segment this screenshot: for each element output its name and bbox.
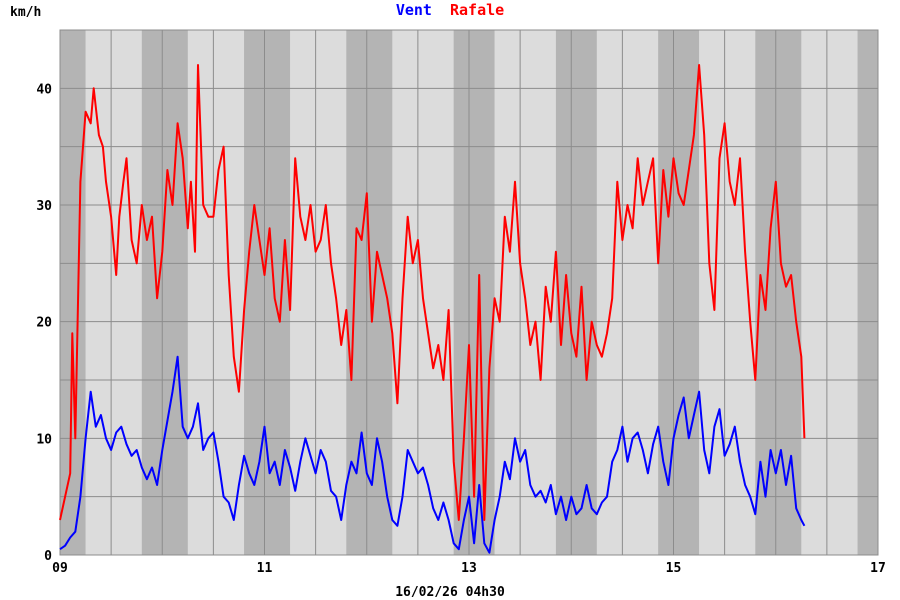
night-band [857, 30, 878, 555]
legend-series-0: Vent [396, 1, 432, 19]
series-line-rafale [59, 64, 806, 521]
night-band [658, 30, 700, 555]
series-lines [59, 64, 806, 554]
y-tick-label: 0 [44, 549, 52, 564]
night-band [60, 30, 86, 555]
gridlines [59, 29, 879, 556]
tick-labels: 09 11 13 15 17 0 10 20 30 40 [36, 82, 885, 576]
x-axis-label: 16/02/26 04h30 [395, 585, 505, 600]
x-tick-label: 13 [461, 561, 477, 576]
y-tick-label: 40 [36, 82, 52, 97]
x-tick-label: 15 [666, 561, 682, 576]
plot-border [59, 29, 879, 556]
x-tick-label: 17 [870, 561, 886, 576]
y-axis-label: km/h [10, 5, 41, 20]
series-line-vent [59, 355, 806, 554]
y-tick-label: 10 [36, 432, 52, 447]
night-band [141, 30, 188, 555]
x-tick-label: 09 [52, 561, 68, 576]
legend-series-1: Rafale [450, 1, 504, 19]
y-tick-label: 20 [36, 316, 52, 331]
y-tick-label: 30 [36, 199, 52, 214]
night-band [555, 30, 597, 555]
legend: Vent Rafale [396, 1, 504, 19]
x-tick-label: 11 [257, 561, 273, 576]
